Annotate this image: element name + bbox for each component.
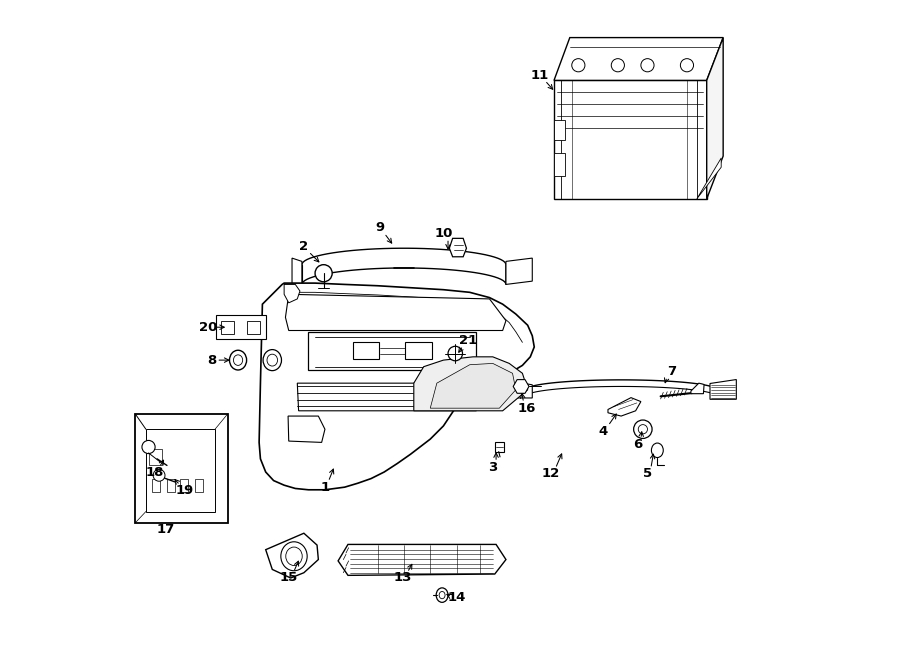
Bar: [135, 414, 228, 523]
Polygon shape: [608, 398, 641, 416]
Polygon shape: [259, 283, 535, 490]
Bar: [167, 479, 175, 492]
Text: 18: 18: [145, 466, 164, 479]
Bar: [146, 429, 215, 512]
Text: 4: 4: [598, 425, 608, 438]
Ellipse shape: [230, 350, 247, 370]
Text: 5: 5: [643, 467, 652, 481]
Polygon shape: [309, 332, 476, 370]
Ellipse shape: [436, 588, 448, 602]
Text: 2: 2: [300, 240, 309, 253]
Circle shape: [448, 346, 463, 361]
Polygon shape: [697, 158, 721, 199]
Ellipse shape: [439, 592, 446, 599]
Ellipse shape: [652, 443, 663, 457]
Polygon shape: [495, 442, 504, 451]
Text: 8: 8: [207, 354, 216, 367]
Circle shape: [142, 440, 155, 453]
Polygon shape: [554, 38, 724, 81]
Polygon shape: [554, 120, 564, 139]
Text: 7: 7: [667, 365, 677, 378]
Text: 16: 16: [518, 402, 536, 414]
Polygon shape: [288, 416, 325, 442]
Polygon shape: [706, 38, 724, 199]
Polygon shape: [554, 81, 706, 199]
Text: 13: 13: [393, 572, 412, 584]
Bar: [180, 479, 188, 492]
Text: 9: 9: [375, 221, 384, 234]
Polygon shape: [710, 379, 736, 399]
Polygon shape: [353, 342, 379, 360]
Ellipse shape: [267, 354, 277, 366]
Text: 10: 10: [434, 227, 453, 239]
Polygon shape: [302, 249, 506, 284]
Bar: [152, 479, 160, 492]
Text: 17: 17: [157, 523, 175, 536]
Polygon shape: [509, 381, 532, 398]
Polygon shape: [266, 533, 319, 578]
Polygon shape: [216, 315, 266, 339]
Polygon shape: [449, 239, 466, 256]
Ellipse shape: [233, 355, 243, 366]
Circle shape: [611, 59, 625, 72]
Polygon shape: [297, 383, 476, 410]
Text: 21: 21: [459, 334, 477, 347]
Text: 6: 6: [633, 438, 643, 451]
Polygon shape: [691, 383, 704, 394]
Ellipse shape: [286, 547, 302, 565]
Ellipse shape: [281, 542, 307, 570]
Polygon shape: [513, 379, 529, 393]
Text: 12: 12: [542, 467, 560, 481]
Circle shape: [638, 424, 647, 434]
Circle shape: [572, 59, 585, 72]
Text: 3: 3: [488, 461, 498, 474]
Text: 20: 20: [199, 321, 218, 334]
Polygon shape: [405, 342, 432, 360]
Polygon shape: [248, 321, 260, 334]
Circle shape: [641, 59, 654, 72]
Circle shape: [315, 264, 332, 282]
Bar: [149, 449, 162, 465]
Ellipse shape: [263, 350, 282, 371]
Polygon shape: [220, 321, 234, 334]
Text: 14: 14: [447, 590, 466, 603]
Text: 19: 19: [176, 484, 194, 497]
Circle shape: [634, 420, 652, 438]
Text: 1: 1: [320, 481, 329, 494]
Text: 15: 15: [280, 572, 298, 584]
Text: 11: 11: [531, 69, 549, 81]
Polygon shape: [285, 294, 506, 330]
Bar: [194, 479, 202, 492]
Polygon shape: [292, 258, 302, 288]
Polygon shape: [430, 364, 516, 408]
Polygon shape: [506, 258, 532, 284]
Circle shape: [680, 59, 694, 72]
Polygon shape: [414, 357, 527, 410]
Polygon shape: [554, 153, 564, 176]
Circle shape: [153, 469, 165, 481]
Polygon shape: [284, 284, 300, 303]
Polygon shape: [338, 545, 506, 575]
